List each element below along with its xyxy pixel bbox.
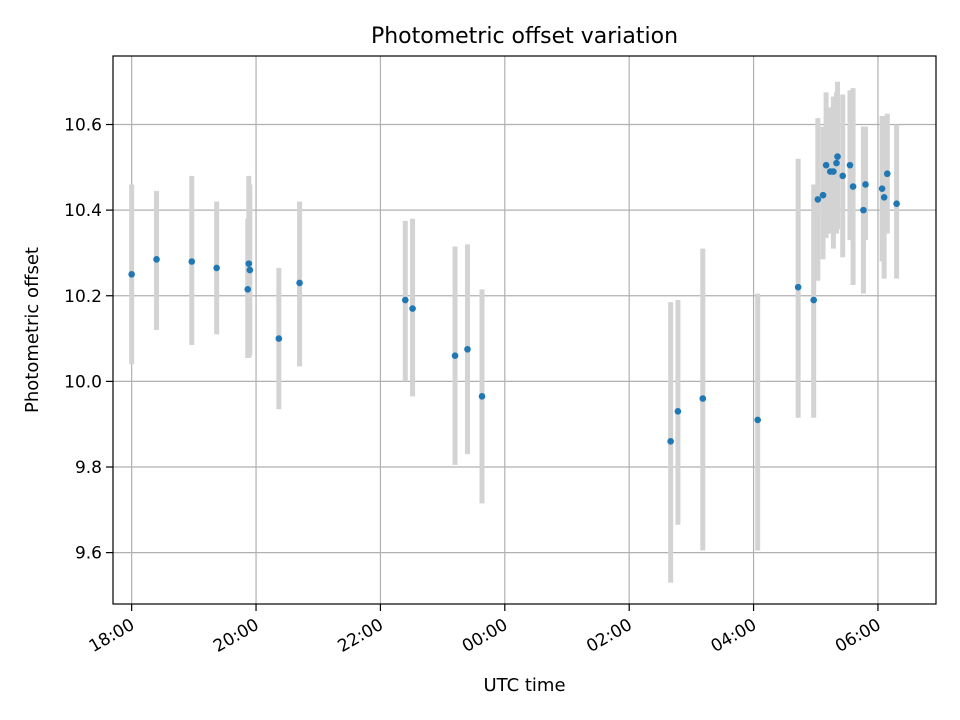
data-point (244, 286, 252, 293)
data-point (883, 170, 891, 178)
data-point (878, 185, 886, 193)
data-point (478, 393, 486, 400)
data-point (153, 256, 160, 263)
y-tick-label: 10.6 (64, 116, 102, 136)
data-point (464, 345, 471, 353)
y-tick-label: 9.6 (75, 544, 102, 564)
data-point (893, 200, 900, 208)
chart-title: Photometric offset variation (371, 24, 678, 49)
data-point (833, 159, 840, 167)
data-point (754, 416, 762, 424)
plot-frame (112, 55, 937, 605)
y-tick-label: 10.4 (64, 201, 102, 221)
data-point (245, 260, 253, 267)
data-point (814, 196, 822, 203)
y-axis-ticks: 9.6 9.8 10.0 10.2 10.4 10.6 (64, 116, 113, 564)
data-point (822, 161, 830, 169)
data-point (188, 258, 196, 265)
data-point (699, 395, 707, 402)
data-point (880, 193, 888, 201)
data-point (830, 168, 837, 175)
data-point (246, 266, 254, 274)
data-point (860, 206, 867, 214)
data-point (834, 153, 841, 160)
data-point (794, 283, 802, 291)
data-point (862, 181, 869, 188)
data-point (849, 183, 857, 190)
data-point (846, 161, 854, 169)
data-point (674, 408, 682, 415)
data-point (401, 296, 409, 304)
y-axis-label: Photometric offset (22, 247, 43, 413)
data-points (128, 153, 900, 445)
data-point (128, 271, 135, 278)
y-tick-label: 10.2 (64, 287, 102, 307)
data-point (275, 335, 283, 342)
data-point (213, 264, 220, 272)
y-tick-label: 9.8 (75, 458, 102, 478)
x-axis-label: UTC time (483, 675, 565, 696)
data-point (667, 438, 674, 445)
data-point (409, 305, 416, 312)
data-point (296, 279, 303, 287)
data-point (451, 352, 459, 359)
data-point (819, 191, 827, 199)
data-point (810, 296, 817, 304)
data-point (839, 172, 847, 180)
y-tick-label: 10.0 (64, 372, 102, 392)
